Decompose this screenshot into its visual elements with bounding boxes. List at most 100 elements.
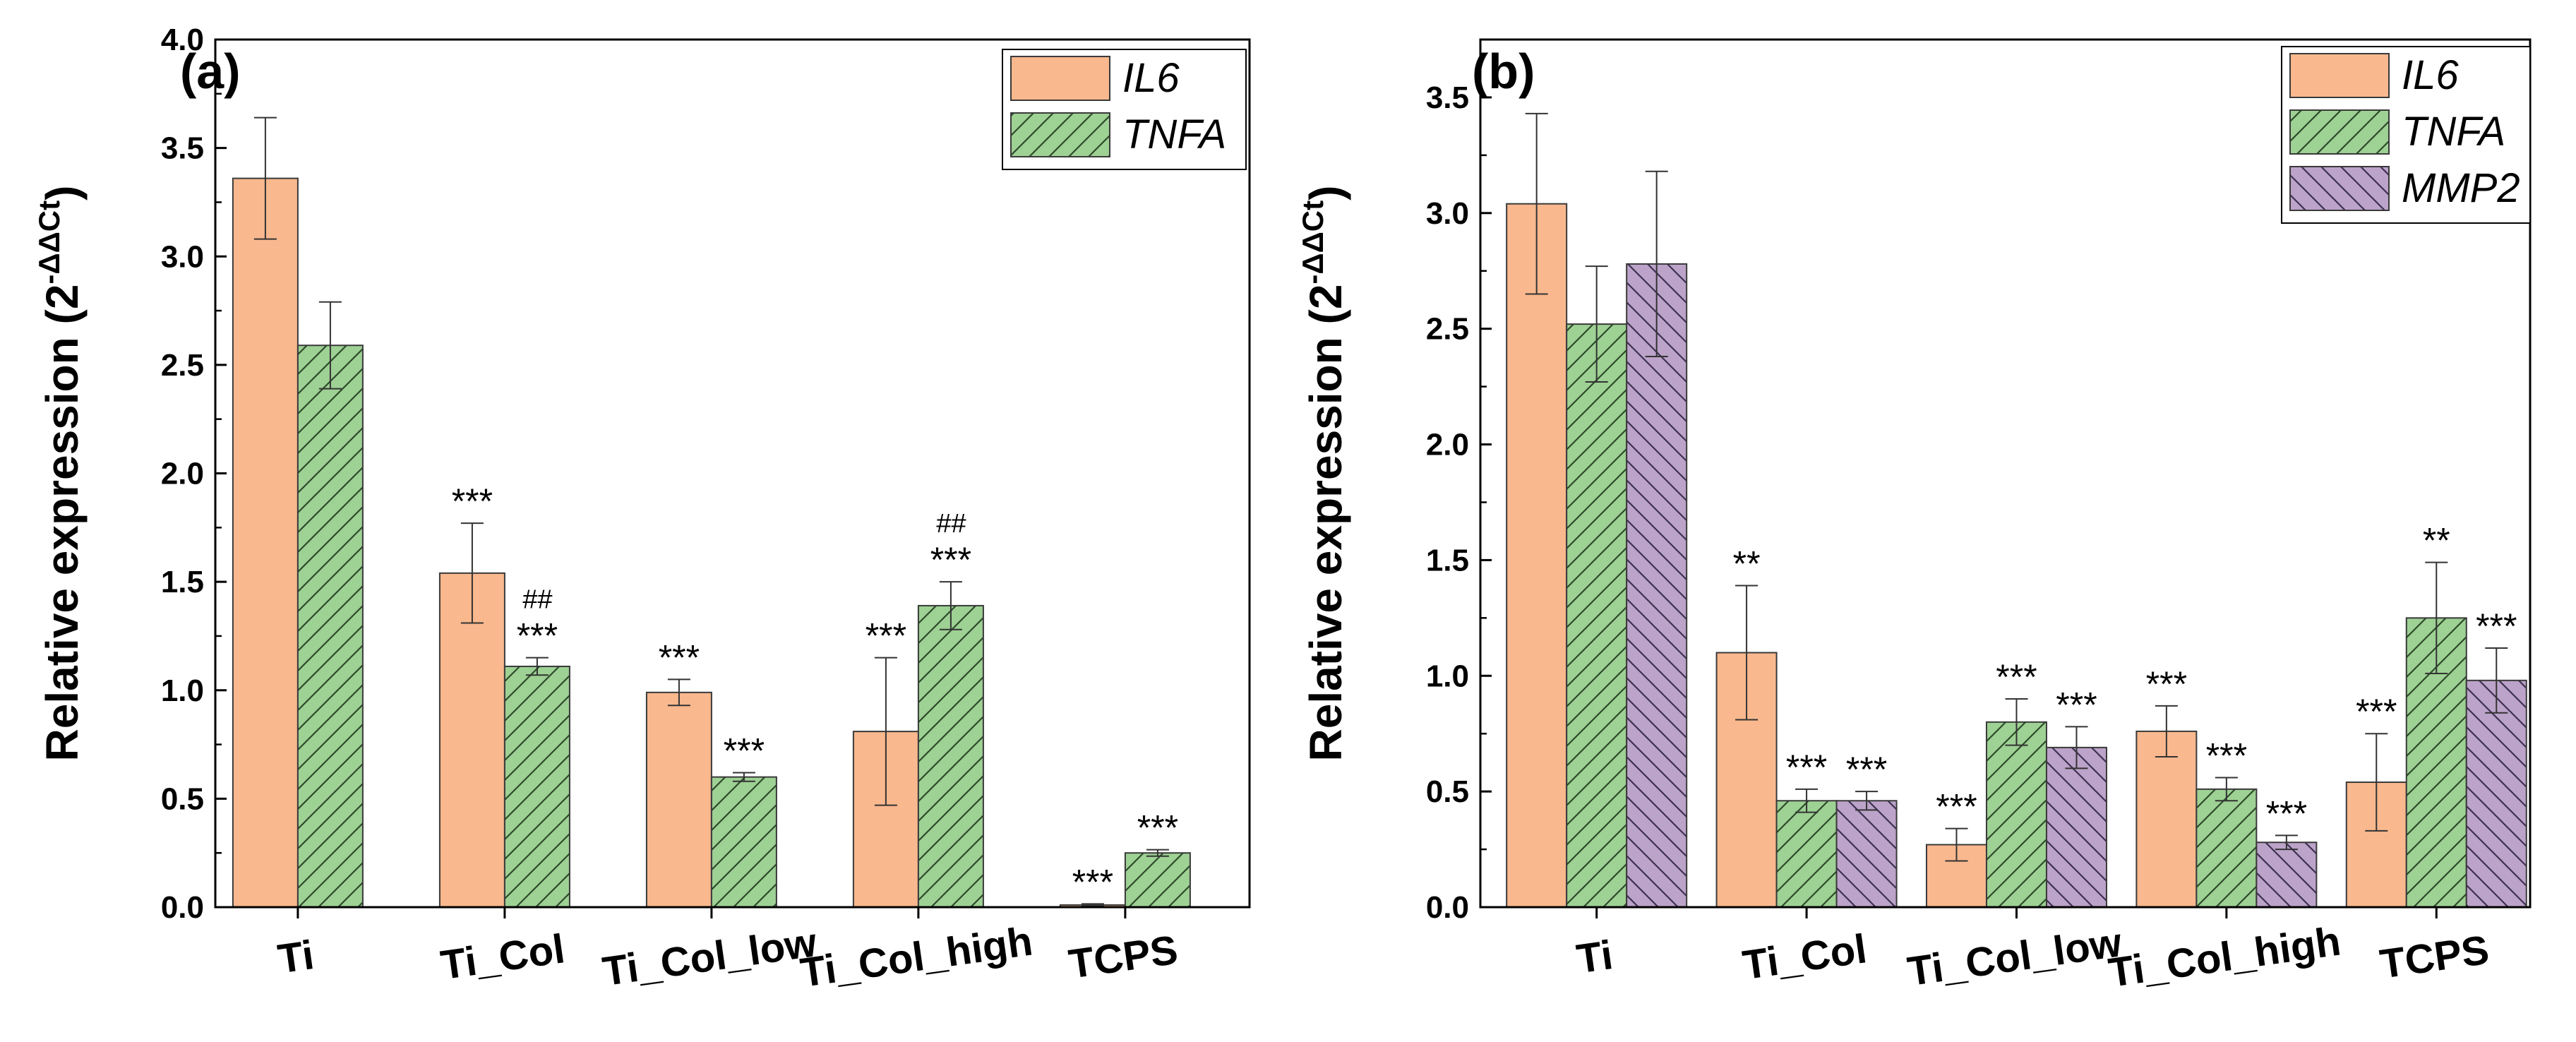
error-bar-tnfa-ti_col_high	[939, 581, 962, 630]
error-bar-il6-ti_col	[460, 522, 484, 624]
error-bar-tnfa-ti	[318, 301, 342, 390]
category-label-ti_col: Ti_Col	[438, 926, 568, 988]
bar-tnfa-ti_col_high	[917, 604, 984, 908]
significance-il6-ti_col_low: ***	[1936, 787, 1977, 827]
hash-mark-tnfa-ti_col_high: ##	[936, 509, 966, 539]
y-tick-label: 1.5	[161, 565, 204, 599]
category-label-tcps: TCPS	[1066, 927, 1180, 988]
error-bar-tnfa-ti_col	[525, 657, 549, 676]
category-label-ti_col_low: Ti_Col_low	[600, 919, 820, 995]
y-tick-label: 2.0	[1426, 428, 1469, 462]
plot-frame	[1479, 38, 2532, 909]
bar-tnfa-ti_col_low	[710, 776, 777, 909]
legend-swatch-tnfa	[1010, 112, 1110, 157]
legend: IL6 TNFA	[1002, 49, 1247, 170]
legend-swatch-il6	[1010, 56, 1110, 101]
significance-tnfa-ti_col: ***	[1786, 748, 1827, 787]
bar-tnfa-ti_col_low	[1985, 721, 2047, 909]
error-bar-mmp2-ti	[1645, 170, 1668, 357]
significance-tnfa-ti_col_high: ***	[2206, 736, 2247, 775]
significance-il6-ti_col: ***	[452, 481, 493, 521]
y-tick-label: 3.0	[1426, 196, 1469, 231]
error-bar-tnfa-ti_col_low	[2005, 698, 2028, 746]
category-label-ti: Ti	[275, 932, 317, 982]
category-label-ti_col_low: Ti_Col_low	[1905, 919, 2125, 995]
y-tick-label: 0.5	[161, 782, 204, 816]
bar-mmp2-ti_col_high	[2256, 842, 2318, 908]
legend-swatch-tnfa	[2289, 109, 2390, 155]
bar-tnfa-tcps	[1124, 852, 1191, 908]
significance-tnfa-ti_col_high: ***	[930, 540, 971, 580]
legend-label-il6: IL6	[1122, 55, 1180, 101]
bar-il6-ti_col_high	[2135, 730, 2198, 908]
error-bar-tnfa-ti_col_high	[2215, 777, 2238, 802]
category-label-tcps: TCPS	[2377, 927, 2491, 988]
significance-il6-ti_col_high: ***	[2146, 664, 2187, 704]
y-tick-label: 1.5	[1426, 543, 1469, 577]
y-tick-label: 2.0	[161, 457, 204, 491]
bar-tnfa-ti_col	[1775, 800, 1838, 909]
y-tick-label: 0.0	[161, 890, 204, 925]
significance-il6-tcps: ***	[2356, 692, 2397, 731]
category-label-ti: Ti	[1574, 932, 1615, 982]
error-bar-mmp2-ti_col_high	[2275, 834, 2298, 851]
significance-tnfa-tcps: **	[2423, 521, 2450, 561]
significance-mmp2-ti_col_high: ***	[2266, 794, 2307, 833]
y-tick-label: 1.0	[161, 673, 204, 708]
significance-il6-ti_col: **	[1733, 544, 1761, 583]
significance-tnfa-ti_col_low: ***	[1996, 657, 2037, 697]
significance-il6-ti_col_high: ***	[865, 616, 906, 656]
error-bar-il6-ti	[253, 116, 277, 240]
error-bar-mmp2-ti_col	[1855, 791, 1879, 811]
significance-il6-ti_col_low: ***	[659, 637, 700, 677]
error-bar-il6-ti_col_high	[874, 657, 897, 806]
y-axis-title: Relative expression (2-ΔΔCt)	[32, 186, 88, 762]
error-bar-il6-ti_col_low	[667, 678, 690, 707]
legend-label-tnfa: TNFA	[2402, 109, 2505, 155]
significance-tnfa-tcps: ***	[1137, 808, 1178, 848]
legend-swatch-mmp2	[2289, 166, 2390, 211]
error-bar-mmp2-tcps	[2485, 647, 2508, 714]
bar-tnfa-ti_col_high	[2195, 788, 2258, 908]
error-bar-il6-ti_col	[1735, 585, 1759, 721]
error-bar-tnfa-ti_col	[1795, 788, 1819, 813]
chart-panel-b: Ti***** ***Ti_Col*********Ti_Col_low*****…	[1296, 38, 2532, 996]
error-bar-il6-tcps	[1081, 903, 1104, 907]
y-tick-label: 3.0	[161, 239, 204, 274]
error-bar-il6-ti	[1525, 112, 1548, 295]
y-tick-label: 0.5	[1426, 774, 1469, 809]
category-label-ti_col_high: Ti_Col_high	[2106, 918, 2344, 995]
legend-label-tnfa: TNFA	[1122, 112, 1226, 157]
bar-il6-ti	[1506, 203, 1568, 908]
significance-tnfa-ti_col_low: ***	[724, 731, 765, 771]
error-bar-tnfa-tcps	[2425, 561, 2448, 674]
error-bar-mmp2-ti_col_low	[2065, 726, 2088, 769]
y-tick-label: 2.5	[161, 348, 204, 383]
significance-il6-tcps: ***	[1072, 862, 1113, 902]
chart-panel-a: Ti******##Ti_Col******Ti_Col_low******##…	[32, 23, 1251, 996]
error-bar-tnfa-tcps	[1146, 849, 1169, 857]
significance-tnfa-ti_col: ***	[517, 616, 558, 656]
y-tick-label: 2.5	[1426, 312, 1469, 347]
error-bar-tnfa-ti	[1585, 265, 1608, 383]
category-label-ti_col: Ti_Col	[1740, 926, 1870, 988]
bar-il6-ti	[232, 177, 299, 908]
bar-mmp2-ti_col_low	[2045, 746, 2107, 909]
panel-label: (a)	[180, 44, 241, 99]
y-axis-title: Relative expression (2-ΔΔCt)	[1296, 186, 1351, 762]
y-tick-label: 0.0	[1426, 890, 1469, 925]
y-tick-label: 3.5	[161, 131, 204, 166]
bar-mmp2-ti_col	[1835, 800, 1898, 909]
error-bar-il6-ti_col_low	[1945, 827, 1968, 862]
bar-mmp2-ti	[1626, 263, 1688, 909]
y-tick-label: 3.5	[1426, 80, 1469, 115]
significance-mmp2-ti_col_low: ***	[2056, 685, 2097, 724]
bar-tnfa-ti_col	[503, 665, 570, 908]
bar-tnfa-ti	[296, 345, 364, 909]
significance-mmp2-ti_col: ***	[1846, 750, 1887, 789]
error-bar-il6-ti_col_high	[2155, 705, 2178, 757]
y-tick-label: 1.0	[1426, 659, 1469, 693]
bar-il6-ti_col_low	[645, 691, 712, 908]
panel-label: (b)	[1472, 44, 1535, 99]
